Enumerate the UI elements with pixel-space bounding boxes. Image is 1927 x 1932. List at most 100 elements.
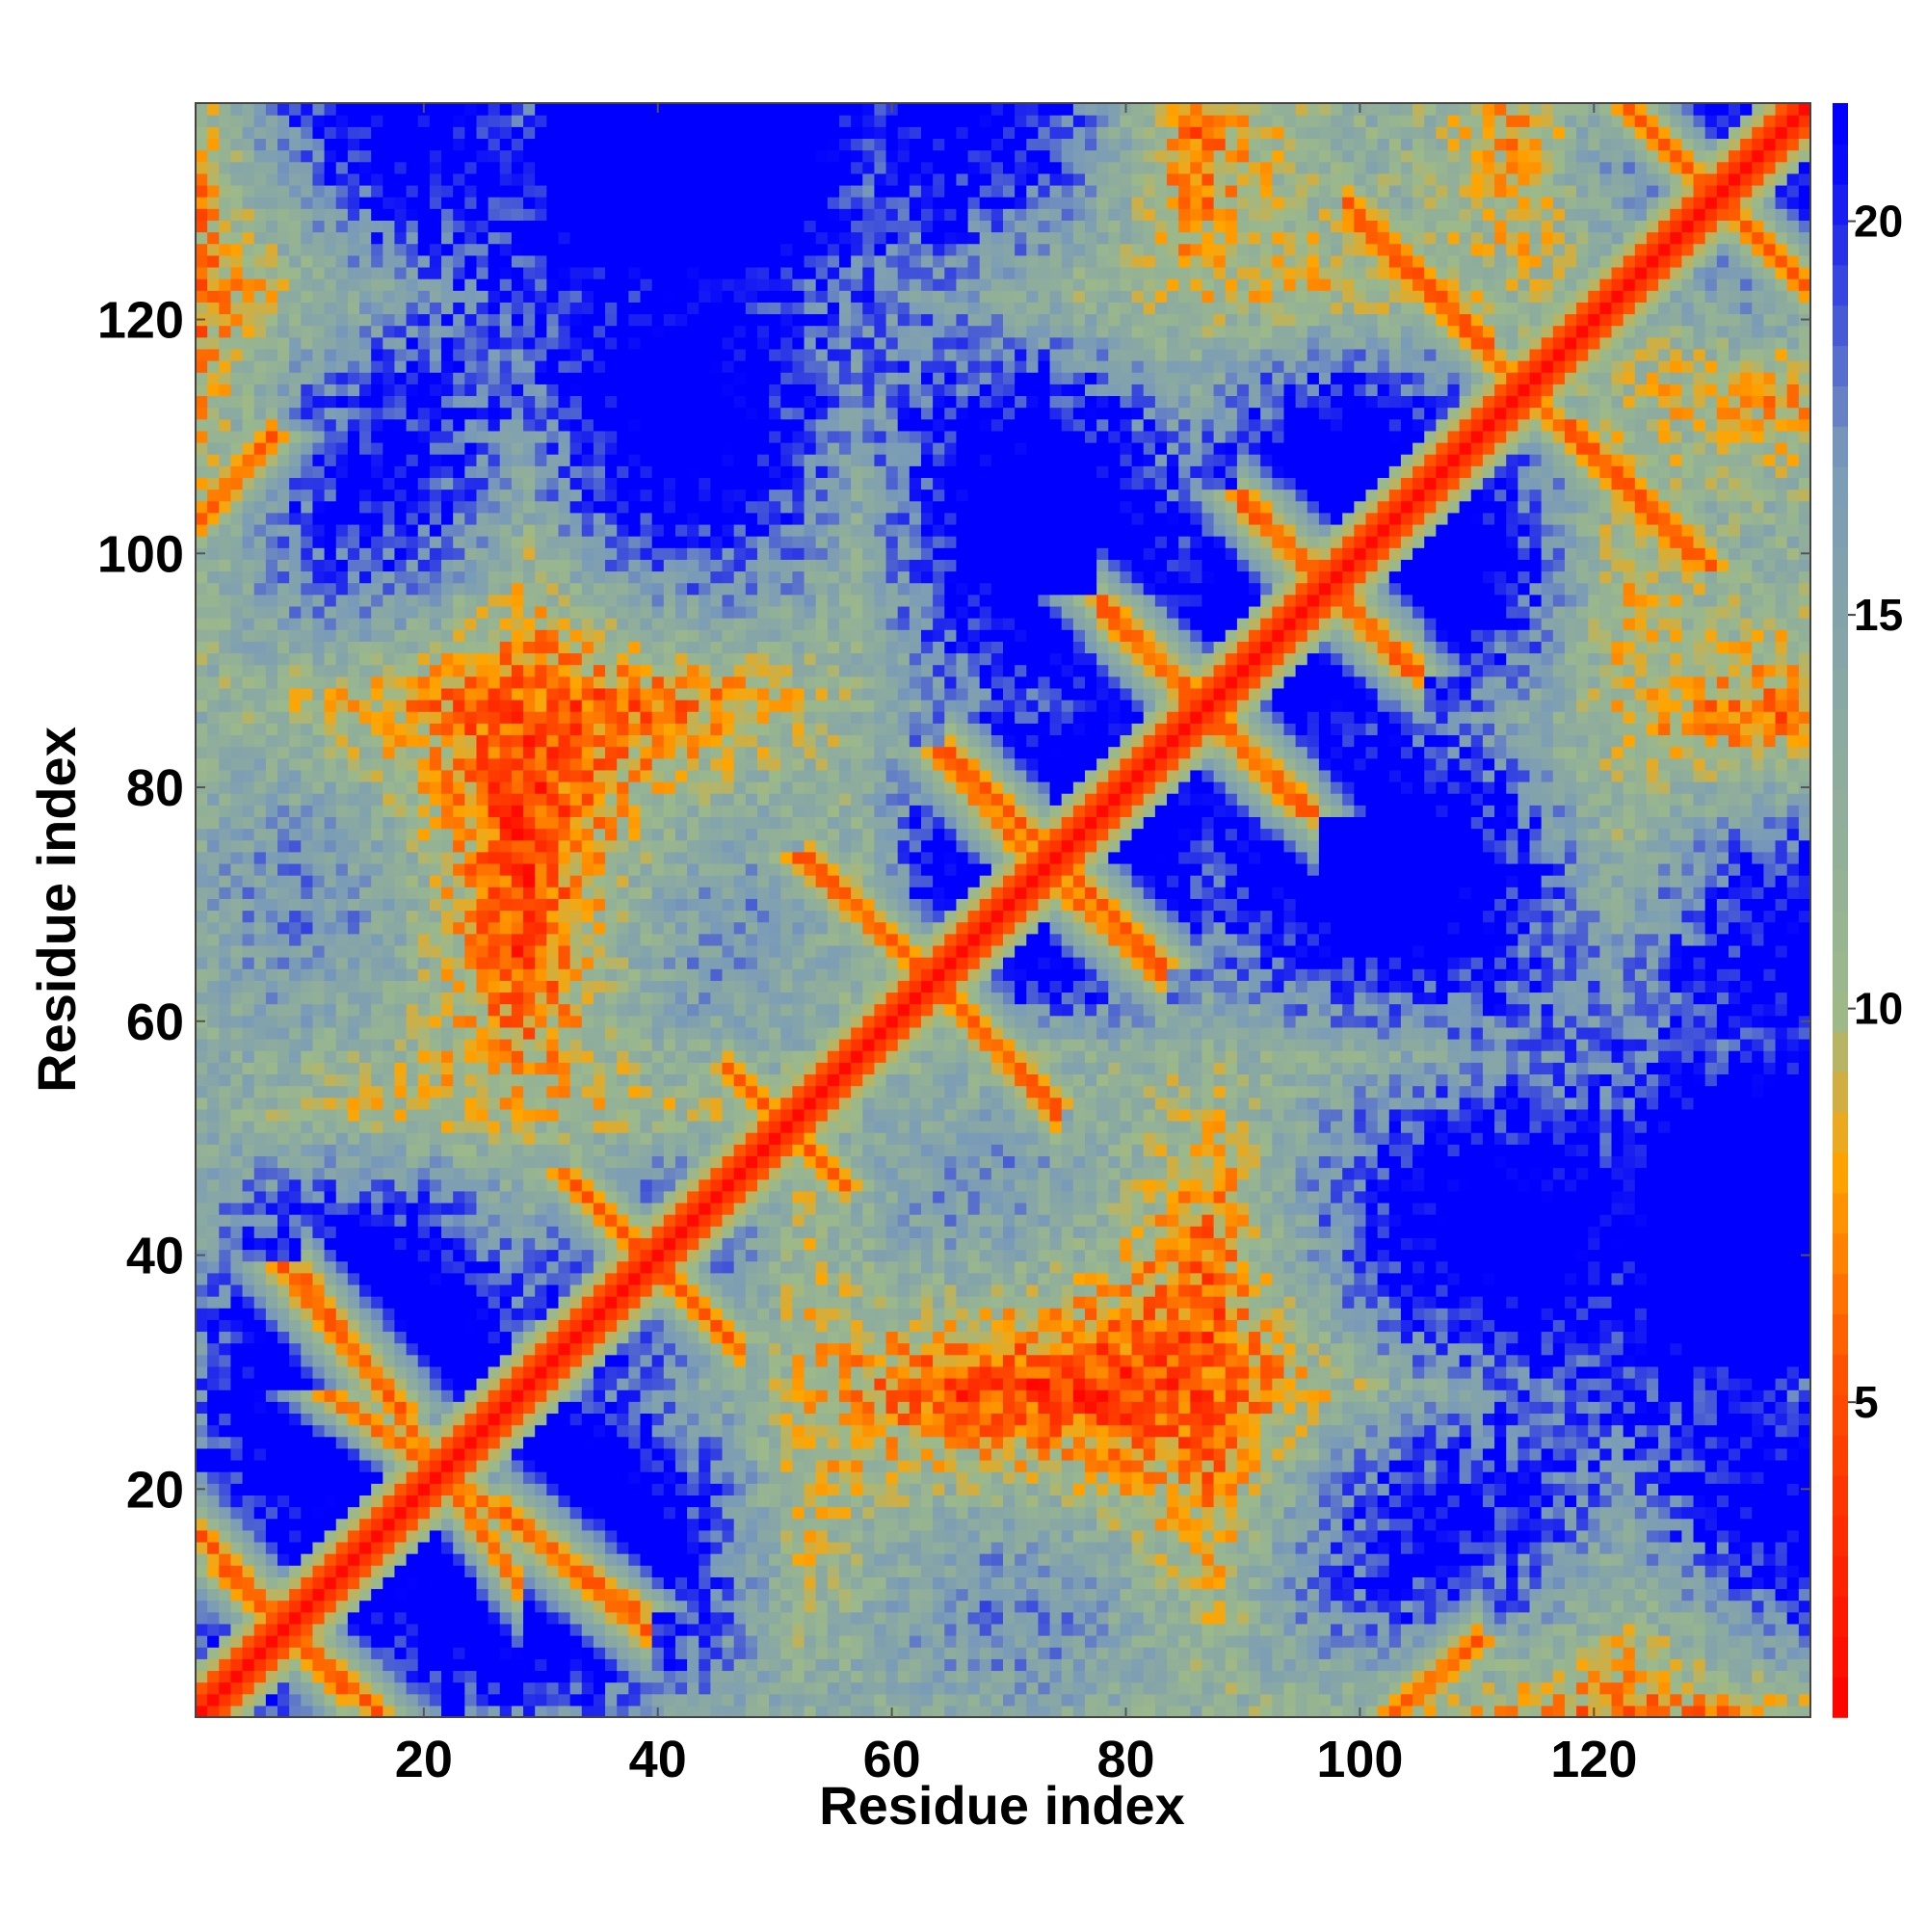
heatmap-cell [371,1529,383,1543]
heatmap-cell [219,781,232,794]
heatmap-cell [569,1331,583,1344]
heatmap-cell [230,489,244,502]
heatmap-cell [359,1319,372,1333]
heatmap-cell [394,243,408,256]
heatmap-cell [347,1331,360,1344]
heatmap-cell [523,618,536,630]
heatmap-cell [476,1284,489,1297]
heatmap-cell [535,360,547,373]
heatmap-cell [464,1705,478,1718]
heatmap-cell [394,664,408,677]
heatmap-cell [535,348,547,361]
heatmap-cell [207,465,220,479]
heatmap-cell [605,278,618,291]
heatmap-cell [301,757,314,771]
heatmap-cell [230,1518,244,1531]
heatmap-cell [230,372,244,384]
heatmap-cell [535,1249,547,1262]
heatmap-cell [417,1226,431,1238]
heatmap-cell [277,384,290,397]
heatmap-cell [394,1565,408,1577]
heatmap-cell [230,816,244,830]
heatmap-cell [593,1237,606,1251]
heatmap-cell [219,629,232,642]
heatmap-cell [289,1436,302,1449]
heatmap-cell [429,1354,442,1367]
heatmap-cell [453,1132,465,1145]
heatmap-cell [242,769,255,782]
heatmap-cell [581,1226,594,1238]
heatmap-cell [511,454,524,466]
heatmap-cell [242,418,255,432]
heatmap-cell [499,839,513,853]
heatmap-cell [464,441,478,455]
heatmap-cell [335,933,349,946]
heatmap-cell [265,839,278,853]
heatmap-cell [464,1132,478,1145]
heatmap-cell [277,968,290,981]
heatmap-cell [253,1308,267,1320]
heatmap-cell [312,1167,326,1180]
heatmap-cell [207,851,220,864]
heatmap-cell [605,862,618,876]
heatmap-cell [488,582,501,595]
heatmap-cell [359,805,372,817]
heatmap-cell [511,465,524,479]
heatmap-cell [253,1588,267,1601]
heatmap-cell [219,1003,232,1017]
heatmap-cell [535,641,547,654]
heatmap-cell [196,910,208,923]
heatmap-cell [523,1202,536,1215]
heatmap-cell [394,1284,408,1297]
heatmap-cell [476,757,489,771]
heatmap-cell [546,418,560,432]
heatmap-cell [196,138,208,151]
heatmap-cell [383,1097,396,1110]
heatmap-cell [464,968,478,981]
heatmap-cell [265,1459,278,1472]
heatmap-cell [289,266,302,279]
heatmap-cell [335,302,349,315]
heatmap-cell [429,1611,442,1625]
heatmap-cell [207,1483,220,1495]
heatmap-cell [488,1401,501,1415]
heatmap-cell [277,115,290,127]
heatmap-cell [488,1588,501,1601]
heatmap-cell [476,875,489,887]
heatmap-cell [383,103,396,116]
heatmap-cell [569,1354,583,1367]
heatmap-cell [196,582,208,595]
heatmap-cell [535,1050,547,1063]
heatmap-cell [347,862,360,876]
heatmap-cell [324,700,337,712]
heatmap-cell [242,605,255,619]
heatmap-cell [324,992,337,1005]
heatmap-cell [617,1681,629,1695]
heatmap-cell [196,605,208,619]
heatmap-cell [301,851,314,864]
heatmap-cell [605,1108,618,1122]
heatmap-cell [312,793,326,806]
heatmap-cell [511,711,524,724]
heatmap-cell [301,1647,314,1659]
heatmap-cell [301,1015,314,1028]
heatmap-cell [383,723,396,736]
heatmap-cell [441,325,454,338]
heatmap-cell [464,1389,478,1402]
heatmap-cell [581,1401,594,1415]
heatmap-cell [441,980,454,993]
heatmap-cell [207,1319,220,1333]
heatmap-cell [581,1518,594,1531]
heatmap-cell [464,700,478,712]
heatmap-cell [453,1062,465,1075]
heatmap-cell [394,1260,408,1274]
heatmap-cell [301,348,314,361]
heatmap-cell [511,384,524,397]
heatmap-cell [441,992,454,1005]
heatmap-cell [359,1670,372,1683]
heatmap-cell [441,1611,454,1625]
heatmap-cell [242,757,255,771]
heatmap-cell [265,441,278,455]
heatmap-cell [265,1319,278,1333]
heatmap-cell [301,594,314,607]
